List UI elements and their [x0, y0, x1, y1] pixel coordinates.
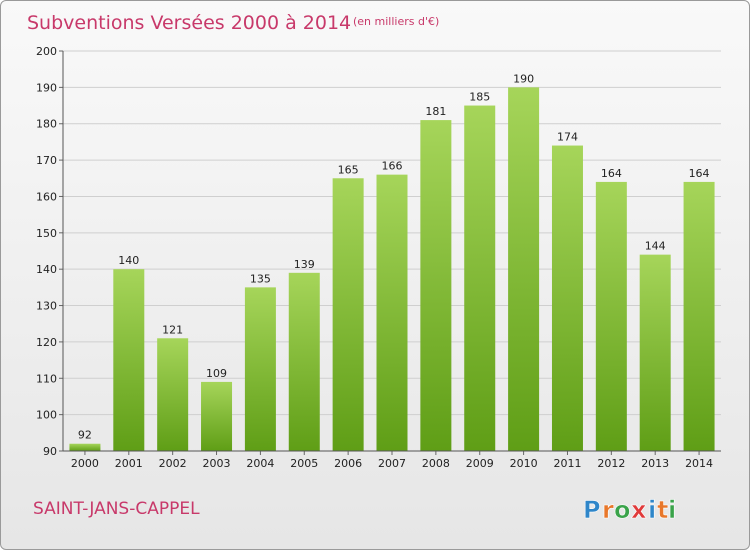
x-tick-label: 2009 [466, 457, 494, 470]
y-tick-label: 190 [36, 81, 57, 94]
bar-value-label: 164 [689, 167, 710, 180]
bar-value-label: 181 [425, 105, 446, 118]
y-tick-label: 200 [36, 45, 57, 58]
bar-value-label: 185 [469, 91, 490, 104]
bar-2005 [288, 272, 320, 451]
bar-value-label: 140 [118, 254, 139, 267]
bar-2011 [551, 145, 583, 451]
bar-value-label: 164 [601, 167, 622, 180]
bar-2013 [639, 254, 671, 451]
bar-value-label: 165 [338, 163, 359, 176]
bar-2010 [508, 87, 540, 451]
bar-value-label: 109 [206, 367, 227, 380]
x-tick-label: 2000 [71, 457, 99, 470]
bar-2008 [420, 120, 452, 451]
y-tick-label: 100 [36, 409, 57, 422]
y-tick-label: 140 [36, 263, 57, 276]
x-tick-label: 2003 [203, 457, 231, 470]
commune-name: SAINT-JANS-CAPPEL [33, 499, 200, 519]
x-tick-label: 2008 [422, 457, 450, 470]
x-axis-ticks: 2000 2001 2002 2003 2004 2005 2006 2007 2008 2009… [71, 451, 713, 470]
bar-value-label: 121 [162, 323, 183, 336]
x-tick-label: 2013 [641, 457, 669, 470]
y-tick-label: 180 [36, 118, 57, 131]
bar-value-label: 174 [557, 131, 578, 144]
bar-2007 [376, 174, 408, 452]
x-tick-label: 2001 [115, 457, 143, 470]
y-tick-label: 170 [36, 154, 57, 167]
x-tick-label: 2007 [378, 457, 406, 470]
bar-value-label: 166 [382, 160, 403, 173]
y-tick-label: 120 [36, 336, 57, 349]
logo-letter: x [631, 496, 647, 524]
x-tick-label: 2005 [290, 457, 318, 470]
x-tick-label: 2014 [685, 457, 713, 470]
chart-title: Subventions Versées 2000 à 2014 [27, 12, 351, 34]
x-tick-label: 2004 [246, 457, 274, 470]
bar-value-label: 135 [250, 272, 271, 285]
bar-2012 [595, 181, 627, 451]
chart-subtitle: (en milliers d'€) [353, 15, 439, 28]
x-tick-label: 2010 [510, 457, 538, 470]
bar-2009 [464, 105, 496, 451]
bars: 92 140 121 109 135 139 165 166 181 185 190 174 164 14… [69, 72, 715, 452]
x-tick-label: 2006 [334, 457, 362, 470]
logo-letter: o [614, 496, 631, 524]
bar-value-label: 139 [294, 258, 315, 271]
bar-2014 [683, 181, 715, 451]
y-tick-label: 160 [36, 190, 57, 203]
logo-letter: i [668, 496, 676, 524]
logo-letter: P [583, 496, 601, 524]
y-tick-label: 90 [43, 445, 57, 458]
x-tick-label: 2002 [159, 457, 187, 470]
y-tick-label: 110 [36, 372, 57, 385]
axes [62, 51, 721, 452]
x-tick-label: 2012 [597, 457, 625, 470]
bar-value-label: 144 [645, 240, 666, 253]
y-tick-label: 130 [36, 300, 57, 313]
bar-2001 [113, 269, 145, 451]
x-tick-label: 2011 [553, 457, 581, 470]
y-axis-ticks: 90 100 110 120 130 140 150 160 170 180 190 200 [36, 45, 63, 458]
bar-2002 [157, 338, 189, 451]
y-tick-label: 150 [36, 227, 57, 240]
bar-2004 [244, 287, 276, 451]
bar-2000 [69, 443, 101, 451]
logo-letter: t [657, 496, 668, 524]
bar-2006 [332, 178, 364, 452]
logo-letter: r [602, 496, 614, 524]
bar-value-label: 92 [78, 429, 92, 442]
bar-value-label: 190 [513, 72, 534, 85]
logo-letter: i [648, 496, 656, 524]
bar-2003 [201, 381, 233, 451]
